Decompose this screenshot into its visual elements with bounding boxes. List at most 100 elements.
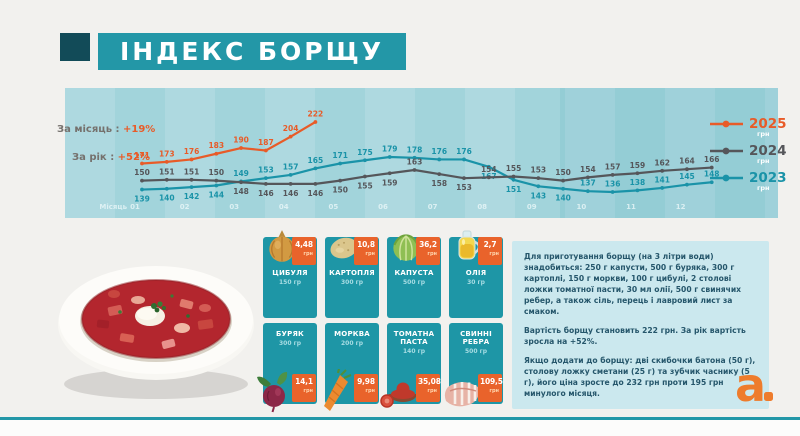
ingredient-card-beet: 14,1 грн БУРЯК 300 гр bbox=[257, 323, 317, 413]
svg-text:150: 150 bbox=[134, 168, 150, 177]
price-tag: 9,98 грн bbox=[354, 374, 378, 402]
svg-text:137: 137 bbox=[580, 179, 596, 188]
ingredient-card-potato: 10,8 грн КАРТОПЛЯ 300 гр bbox=[325, 237, 379, 318]
price-unit: грн bbox=[303, 388, 313, 394]
svg-text:150: 150 bbox=[208, 168, 224, 177]
svg-text:222: 222 bbox=[308, 109, 324, 118]
svg-text:148: 148 bbox=[233, 187, 249, 196]
stat-year-change: За рік : +52% bbox=[72, 152, 150, 163]
price-tag: 36,2 грн bbox=[416, 237, 440, 265]
svg-text:163: 163 bbox=[407, 158, 423, 167]
stat-year-value: +52% bbox=[117, 152, 150, 163]
brand-logo-icon: a bbox=[735, 358, 773, 412]
svg-text:153: 153 bbox=[258, 166, 274, 175]
ingredient-qty: 500 гр bbox=[402, 279, 426, 287]
svg-text:2024: 2024 bbox=[749, 143, 787, 159]
svg-text:155: 155 bbox=[357, 182, 373, 191]
svg-text:142: 142 bbox=[184, 192, 200, 201]
svg-text:157: 157 bbox=[605, 162, 621, 171]
svg-text:158: 158 bbox=[431, 179, 447, 188]
borscht-bowl-illustration bbox=[58, 266, 254, 399]
info-panel: Для приготування борщу (на 3 літри води)… bbox=[512, 241, 769, 409]
price-unit: грн bbox=[365, 388, 375, 394]
svg-text:173: 173 bbox=[159, 149, 175, 158]
svg-text:04: 04 bbox=[279, 203, 289, 211]
svg-text:187: 187 bbox=[258, 138, 274, 147]
ingredient-name: ЦИБУЛЯ bbox=[272, 269, 308, 277]
svg-text:06: 06 bbox=[378, 203, 388, 211]
ingredient-name: КАПУСТА bbox=[394, 269, 434, 277]
svg-text:150: 150 bbox=[555, 168, 571, 177]
svg-text:151: 151 bbox=[506, 185, 522, 194]
svg-text:151: 151 bbox=[159, 167, 175, 176]
svg-text:146: 146 bbox=[283, 189, 299, 198]
ingredient-card-oil: 2,7 грн ОЛІЯ 30 гр bbox=[449, 230, 503, 318]
svg-text:2023: 2023 bbox=[749, 170, 787, 186]
price-value: 4,48 bbox=[295, 240, 313, 249]
ingredient-card-carrot: 9,98 грн МОРКВА 200 гр bbox=[324, 323, 379, 411]
price-tag: 10,8 грн bbox=[354, 237, 378, 265]
tomato-paste-icon bbox=[379, 375, 421, 413]
svg-text:2025: 2025 bbox=[749, 116, 787, 132]
svg-text:176: 176 bbox=[184, 147, 200, 156]
ingredient-qty: 300 гр bbox=[340, 279, 364, 287]
stat-month-change: За місяць : +19% bbox=[57, 124, 155, 135]
oil-icon bbox=[449, 228, 485, 268]
title-accent-square bbox=[60, 33, 90, 61]
info-extras-text: Якщо додати до борщу: дві скибочки батон… bbox=[524, 356, 756, 398]
svg-text:151: 151 bbox=[184, 167, 200, 176]
stat-month-value: +19% bbox=[122, 124, 156, 135]
chart-panel bbox=[65, 88, 778, 218]
svg-text:10: 10 bbox=[577, 203, 587, 211]
borscht-photo bbox=[50, 250, 265, 410]
svg-text:171: 171 bbox=[134, 151, 150, 160]
svg-text:176: 176 bbox=[431, 147, 447, 156]
svg-text:165: 165 bbox=[308, 156, 324, 165]
svg-text:Місяць: Місяць bbox=[99, 203, 127, 211]
ingredient-card-cabbage: 36,2 грн КАПУСТА 500 гр bbox=[387, 234, 441, 318]
brand-logo: a bbox=[733, 358, 781, 412]
price-tag: 14,1 грн bbox=[292, 374, 316, 402]
svg-text:175: 175 bbox=[357, 148, 373, 157]
price-unit: грн bbox=[489, 388, 499, 394]
ingredient-qty: 500 гр bbox=[464, 348, 488, 356]
price-value: 14,1 bbox=[295, 377, 313, 386]
svg-text:157: 157 bbox=[283, 162, 299, 171]
ingredient-card-pork-ribs: 109,5 грн СВИННІ РЕБРА 500 гр bbox=[444, 323, 503, 407]
pork-ribs-icon bbox=[441, 373, 485, 413]
price-tag: 35,08 грн bbox=[416, 374, 441, 402]
svg-text:150: 150 bbox=[332, 186, 348, 195]
svg-text:05: 05 bbox=[329, 203, 339, 211]
info-recipe-text: Для приготування борщу (на 3 літри води)… bbox=[524, 252, 742, 316]
svg-text:183: 183 bbox=[208, 141, 224, 150]
price-tag: 109,5 грн bbox=[478, 374, 503, 402]
svg-text:01: 01 bbox=[130, 203, 140, 211]
ingredient-card-onion: 4,48 грн ЦИБУЛЯ 150 гр bbox=[263, 230, 317, 318]
svg-text:140: 140 bbox=[555, 194, 571, 203]
ingredient-name: ТОМАТНА ПАСТА bbox=[393, 330, 435, 347]
svg-text:154: 154 bbox=[580, 165, 596, 174]
ingredient-qty: 150 гр bbox=[278, 279, 302, 287]
carrot-icon bbox=[317, 368, 357, 413]
footer-strip bbox=[0, 420, 800, 436]
svg-text:139: 139 bbox=[134, 195, 150, 204]
price-tag: 2,7 грн bbox=[478, 237, 502, 265]
price-unit: грн bbox=[427, 388, 437, 394]
price-tag: 4,48 грн bbox=[292, 237, 316, 265]
svg-text:грн: грн bbox=[757, 157, 770, 165]
svg-text:09: 09 bbox=[527, 203, 537, 211]
ingredient-qty: 140 гр bbox=[402, 348, 426, 356]
svg-text:190: 190 bbox=[233, 136, 249, 145]
price-value: 35,08 bbox=[418, 377, 441, 386]
price-value: 10,8 bbox=[357, 240, 375, 249]
stat-year-label: За рік : bbox=[72, 152, 115, 163]
chart-panel-shade bbox=[560, 88, 778, 218]
price-unit: грн bbox=[489, 251, 499, 257]
svg-text:138: 138 bbox=[630, 178, 646, 187]
svg-text:140: 140 bbox=[159, 194, 175, 203]
ingredient-name: ОЛІЯ bbox=[465, 269, 487, 277]
price-unit: грн bbox=[303, 251, 313, 257]
ingredient-card-tomato-paste: 35,08 грн ТОМАТНА ПАСТА 140 гр bbox=[380, 323, 441, 408]
ingredients-grid: 4,48 грн ЦИБУЛЯ 150 гр 10,8 грн КАРТОПЛЯ 300 гр… bbox=[257, 230, 503, 413]
